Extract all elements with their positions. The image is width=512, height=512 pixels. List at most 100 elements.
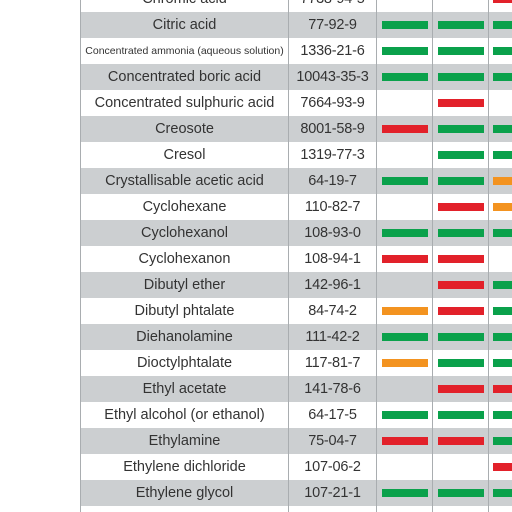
resistance-cell-2 — [432, 0, 489, 12]
table-row: Ethylene dichloride 107-06-2 — [80, 454, 512, 480]
chemical-name: Ethyl acetate — [80, 376, 289, 402]
chemical-name: Concentrated ammonia (aqueous solution) — [80, 38, 289, 64]
table-row: Cyclohexanon 108-94-1 — [80, 246, 512, 272]
table-row: Cresol 1319-77-3 — [80, 142, 512, 168]
table-row: Chromic acid7738-94-5 — [80, 0, 512, 12]
cas-number: 64-17-5 — [288, 402, 377, 428]
chemical-name: Ethyl alcohol (or ethanol) — [80, 402, 289, 428]
resistance-cell-1 — [376, 194, 433, 220]
resistance-cell-1 — [376, 480, 433, 506]
cas-number: 111-42-2 — [288, 324, 377, 350]
resistance-cell-1 — [376, 38, 433, 64]
rating-bar-good — [381, 411, 428, 420]
resistance-cell-3 — [489, 246, 512, 272]
rating-bar-good — [437, 21, 484, 30]
resistance-cell-1 — [376, 90, 433, 116]
cas-number: 141-78-6 — [288, 376, 377, 402]
chemical-name: Dioctylphtalate — [80, 350, 289, 376]
table-row: Cyclohexanol 108-93-0 — [80, 220, 512, 246]
rating-bar-limited — [493, 177, 512, 186]
resistance-cell-1 — [376, 298, 433, 324]
resistance-cell-2 — [432, 246, 489, 272]
rating-bar-bad — [437, 203, 484, 212]
chemical-name: Ethylene glycol — [80, 480, 289, 506]
resistance-cell-1 — [376, 12, 433, 38]
table-row: Ethylamine 75-04-7 — [80, 428, 512, 454]
chemical-name — [80, 506, 289, 512]
resistance-cell-3 — [489, 298, 512, 324]
rating-bar-limited — [493, 203, 512, 212]
cas-number: 10043-35-3 — [288, 64, 377, 90]
chemical-name: Concentrated sulphuric acid — [80, 90, 289, 116]
rating-bar-good — [437, 359, 484, 368]
rating-bar-limited — [381, 359, 428, 368]
cas-number: 142-96-1 — [288, 272, 377, 298]
resistance-cell-1 — [376, 64, 433, 90]
cas-number: 64-19-7 — [288, 168, 377, 194]
table-row: Cyclohexane 110-82-7 — [80, 194, 512, 220]
resistance-cell-3 — [489, 0, 512, 12]
rating-bar-good — [493, 489, 512, 498]
rating-bar-good — [493, 73, 512, 82]
table-row: Dibutyl ether 142-96-1 — [80, 272, 512, 298]
resistance-cell-3 — [488, 480, 512, 506]
rating-bar-good — [381, 177, 428, 186]
cas-number: 7738-94-5 — [288, 0, 377, 12]
rating-bar-bad — [437, 307, 484, 316]
chemical-name: Crystallisable acetic acid — [80, 168, 289, 194]
resistance-cell-1 — [376, 0, 433, 12]
resistance-cell-1 — [376, 246, 433, 272]
rating-bar-good — [493, 411, 512, 420]
rating-bar-bad — [381, 437, 428, 446]
cas-number: 108-93-0 — [288, 220, 377, 246]
resistance-cell-3 — [489, 506, 512, 512]
table-row — [80, 506, 512, 512]
rating-bar-good — [493, 21, 512, 30]
rating-bar-good — [437, 151, 484, 160]
rating-bar-bad — [381, 255, 428, 264]
table-row: Concentrated sulphuric acid 7664-93-9 — [80, 90, 512, 116]
resistance-cell-1 — [376, 402, 433, 428]
resistance-cell-3 — [488, 376, 512, 402]
cas-number: 110-82-7 — [288, 194, 377, 220]
rating-bar-good — [493, 47, 512, 56]
resistance-cell-3 — [489, 142, 512, 168]
rating-bar-good — [493, 151, 512, 160]
resistance-cell-2 — [432, 480, 489, 506]
resistance-cell-2 — [432, 90, 489, 116]
resistance-cell-2 — [432, 272, 489, 298]
cas-number: 108-94-1 — [288, 246, 377, 272]
chemical-name: Chromic acid — [80, 0, 289, 12]
table-row: Ethyl alcohol (or ethanol) 64-17-5 — [80, 402, 512, 428]
resistance-cell-1 — [376, 324, 433, 350]
table-row: Concentrated boric acid 10043-35-3 — [80, 64, 512, 90]
resistance-cell-2 — [432, 220, 489, 246]
rating-bar-good — [381, 47, 428, 56]
cas-number: 1319-77-3 — [288, 142, 377, 168]
resistance-cell-2 — [432, 116, 489, 142]
cas-number: 7664-93-9 — [288, 90, 377, 116]
chemical-name: Citric acid — [80, 12, 289, 38]
resistance-cell-1 — [376, 454, 433, 480]
rating-bar-good — [493, 333, 512, 342]
rating-bar-bad — [437, 281, 484, 290]
rating-bar-good — [437, 73, 484, 82]
rating-bar-good — [381, 21, 428, 30]
rating-bar-good — [437, 489, 484, 498]
rating-bar-good — [493, 437, 512, 446]
resistance-cell-3 — [489, 454, 512, 480]
rating-bar-good — [493, 125, 512, 134]
chemical-name: Cyclohexanol — [80, 220, 289, 246]
cas-number: 1336-21-6 — [288, 38, 377, 64]
resistance-cell-3 — [489, 402, 512, 428]
resistance-cell-1 — [376, 220, 433, 246]
resistance-cell-2 — [432, 142, 489, 168]
table-row: Ethylene glycol 107-21-1 — [80, 480, 512, 506]
table-row: Creosote 8001-58-9 — [80, 116, 512, 142]
rating-bar-good — [437, 229, 484, 238]
resistance-cell-3 — [489, 90, 512, 116]
chemical-name: Cyclohexanon — [80, 246, 289, 272]
table-body: Chromic acid7738-94-5Citric acid77-92-9C… — [80, 0, 512, 512]
table-row: Crystallisable acetic acid 64-19-7 — [80, 168, 512, 194]
